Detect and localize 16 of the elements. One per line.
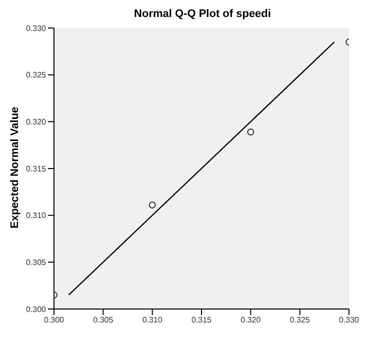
y-tick-label: 0.330 [26,24,47,33]
x-tick-label: 0.330 [338,316,360,325]
y-tick-label: 0.300 [26,304,47,314]
x-tick-label: 0.325 [290,316,310,325]
y-tick-label: 0.310 [26,211,47,220]
x-tick-label: 0.310 [142,316,163,325]
y-tick-label: 0.315 [26,164,47,174]
x-tick-label: 0.315 [191,316,212,325]
y-tick-label: 0.320 [26,118,47,127]
y-tick-label: 0.305 [26,258,47,268]
x-tick-label: 0.300 [44,316,65,325]
x-tick-label: 0.320 [240,316,262,325]
chart-title: Normal Q-Q Plot of speedi [133,8,272,22]
y-tick-label: 0.325 [26,70,47,80]
y-axis-title: Expected Normal Value [8,106,21,228]
x-tick-label: 0.305 [93,316,114,325]
